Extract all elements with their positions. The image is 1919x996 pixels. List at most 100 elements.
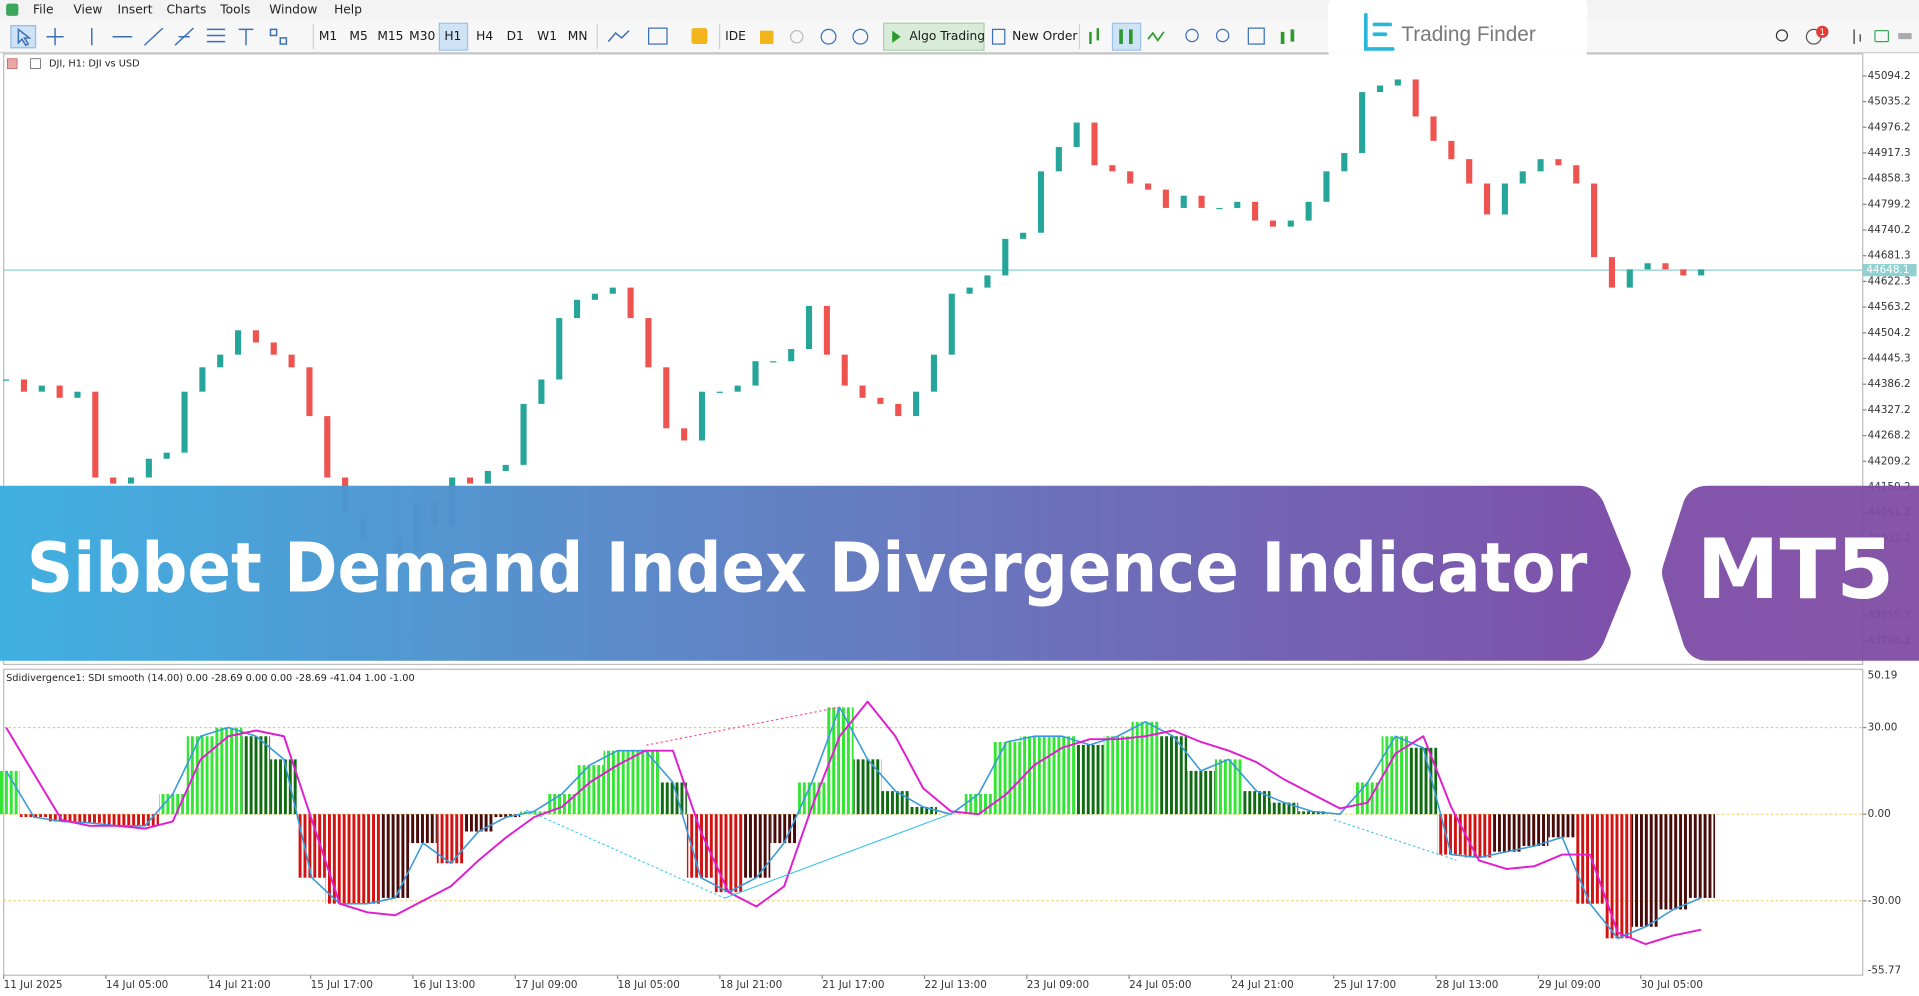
candle (538, 379, 545, 404)
candle (609, 287, 616, 294)
bars-icon[interactable] (1089, 28, 1100, 45)
crosshair-icon[interactable] (46, 28, 64, 46)
fibo-icon[interactable] (206, 28, 226, 43)
platform-label: MT5 (1697, 521, 1894, 618)
timeframe-button[interactable]: W1 (537, 29, 557, 43)
candle (913, 391, 920, 417)
timeframe-button[interactable]: H1 (444, 29, 461, 43)
candle (1698, 269, 1705, 276)
price-layer: 45094.2 45035.2 44976.2 44917.3 44858.3 44799… (3, 70, 1917, 647)
candle (1430, 116, 1437, 141)
text-icon[interactable] (238, 28, 254, 46)
timeframe-button[interactable]: M30 (409, 29, 435, 43)
market-icon[interactable] (760, 30, 774, 45)
candle (56, 385, 63, 398)
trendline-icon[interactable] (143, 27, 164, 46)
menu-item[interactable]: Tools (219, 2, 250, 16)
histogram-bar (1159, 736, 1188, 815)
tool-cursor[interactable] (10, 24, 37, 49)
candle (627, 287, 634, 319)
histogram-bar (909, 806, 937, 815)
signal-icon[interactable] (789, 29, 804, 44)
shapes-icon[interactable] (279, 37, 288, 45)
histogram-bar (1548, 814, 1577, 838)
indicator-layer: 30.00 0.00 -30.00 50.19 -55.77 (0, 669, 1901, 976)
histogram-bar (575, 765, 604, 815)
vps-icon[interactable] (852, 28, 869, 45)
candle (1376, 85, 1384, 93)
histogram-bar (1409, 747, 1438, 815)
candle (1662, 263, 1669, 270)
x-tick-label: 25 Jul 17:00 (1334, 979, 1396, 991)
candle (663, 367, 670, 429)
timeframe-button[interactable]: M15 (377, 29, 403, 43)
candle (823, 305, 830, 355)
zoom-out-icon[interactable] (1215, 28, 1230, 43)
histogram-bar (1659, 814, 1688, 910)
menu-item[interactable]: Window (269, 2, 317, 16)
menu-item[interactable]: File (33, 2, 53, 16)
menu-item[interactable]: View (73, 2, 102, 16)
platform-badge (1661, 485, 1919, 661)
cursor-icon (17, 27, 32, 47)
histogram-bar (992, 742, 1021, 815)
candle (1073, 122, 1080, 147)
line-icon[interactable] (1147, 31, 1165, 42)
shapes-icon[interactable] (269, 28, 278, 37)
indicators-icon[interactable] (648, 27, 668, 45)
histogram-bar (409, 814, 437, 844)
chart-icon (6, 58, 18, 69)
account-icon[interactable] (1898, 33, 1912, 40)
histogram-bar (464, 814, 493, 832)
ide-button[interactable]: IDE (725, 29, 746, 43)
candle (217, 354, 224, 368)
y-tick-label: 45035.2 (1868, 96, 1911, 108)
candle (1323, 171, 1330, 202)
menu-item[interactable]: Help (334, 2, 362, 16)
y-tick-label: 44681.3 (1868, 250, 1911, 262)
y-tick-label: 44563.2 (1868, 301, 1911, 313)
candle (127, 477, 135, 484)
banner-title: Sibbet Demand Index Divergence Indicator (27, 529, 1588, 609)
candle (1252, 201, 1259, 221)
candle (252, 330, 259, 343)
candle (734, 385, 741, 392)
timeframe-button[interactable]: MN (568, 29, 588, 43)
cloud-icon[interactable] (820, 28, 837, 45)
algo-trading-label[interactable]: Algo Trading (909, 29, 985, 43)
candle (1644, 263, 1651, 270)
grid-icon[interactable] (1247, 27, 1265, 45)
histogram-bar (186, 736, 215, 815)
histogram-bar (325, 814, 354, 904)
histogram-bar (1103, 736, 1132, 815)
menu-item[interactable]: Insert (117, 2, 152, 16)
search-icon[interactable] (1775, 29, 1789, 42)
x-tick-label: 30 Jul 05:00 (1641, 979, 1703, 991)
histogram-bar (742, 814, 771, 878)
histogram-bar (75, 814, 104, 823)
zoom-in-icon[interactable] (1185, 28, 1199, 43)
x-tick-label: 16 Jul 13:00 (413, 979, 475, 991)
histogram-bar (631, 750, 660, 815)
x-tick-label: 28 Jul 13:00 (1436, 979, 1498, 991)
signals-icon[interactable] (691, 28, 708, 45)
connection-icon[interactable] (1853, 29, 1861, 45)
channel-icon[interactable] (174, 27, 194, 46)
timeframe-button[interactable]: M5 (349, 29, 367, 43)
timeframe-button[interactable]: H4 (476, 29, 493, 43)
autoscroll-icon[interactable] (1280, 29, 1295, 45)
chart-type-icon[interactable] (607, 30, 630, 43)
candle (1591, 183, 1598, 258)
new-order-button[interactable]: New Order (1012, 29, 1078, 43)
candle (1680, 269, 1687, 276)
timeframe-button[interactable]: D1 (507, 29, 524, 43)
candles-icon[interactable] (1119, 29, 1133, 45)
menu-item[interactable]: Charts (166, 2, 206, 16)
candle (645, 318, 652, 368)
histogram-bar (1492, 814, 1521, 852)
timeframe-button[interactable]: M1 (319, 29, 337, 43)
histogram-bar (1437, 814, 1465, 855)
candle (1127, 171, 1134, 184)
histogram-bar (659, 782, 687, 815)
candle (591, 293, 598, 300)
